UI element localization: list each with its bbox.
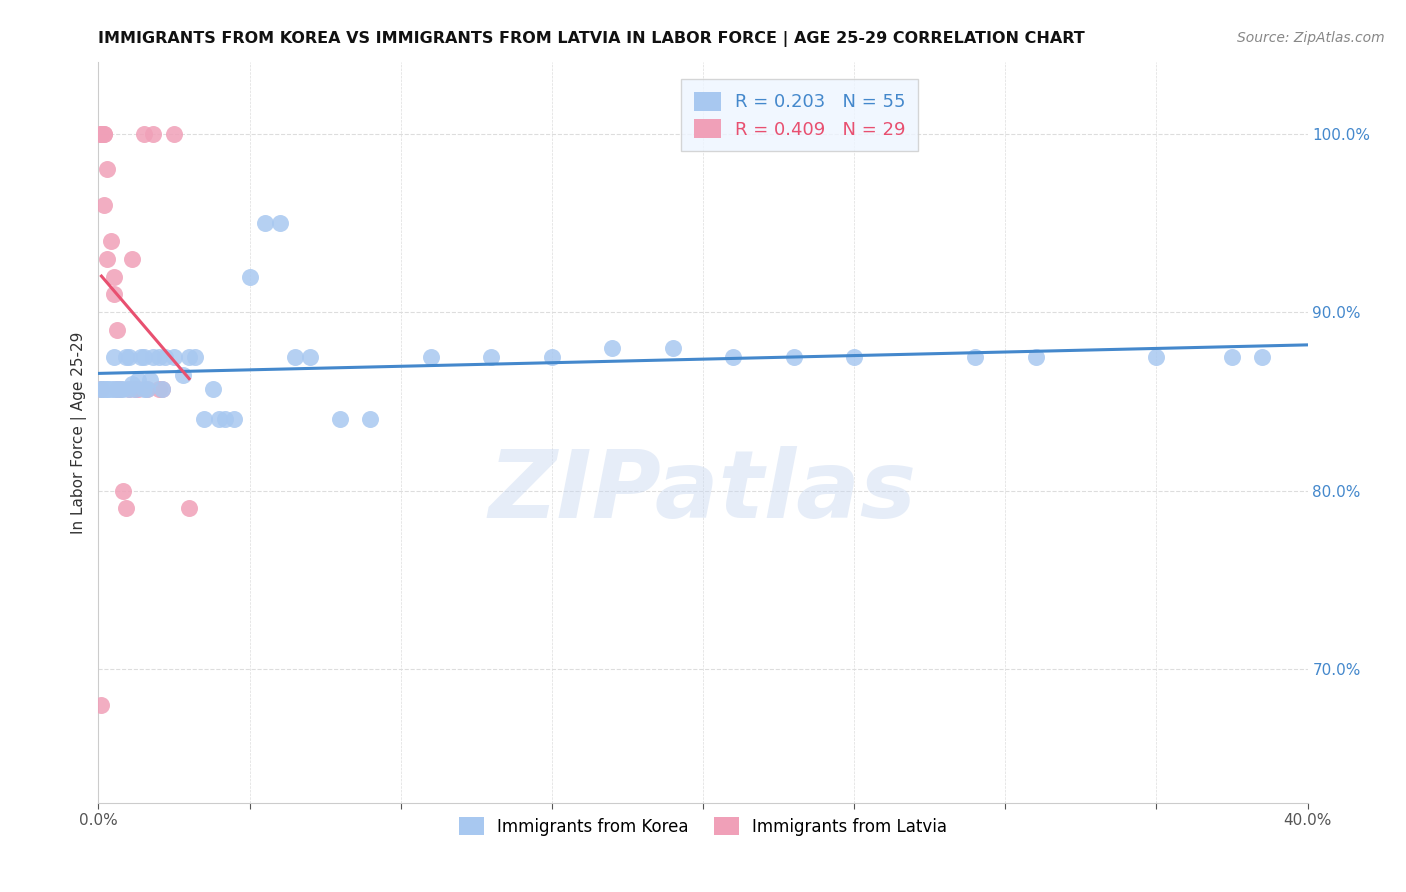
Point [284, 350, 307, 364]
Point [1024, 350, 1046, 364]
Point [163, 127, 186, 141]
Point [602, 341, 624, 355]
Point [153, 350, 176, 364]
Point [1251, 350, 1274, 364]
Point [142, 127, 165, 141]
Point [1144, 350, 1167, 364]
Legend: Immigrants from Korea, Immigrants from Latvia: Immigrants from Korea, Immigrants from L… [453, 811, 953, 843]
Point [103, 287, 125, 301]
Point [179, 350, 201, 364]
Point [103, 382, 125, 396]
Point [224, 412, 246, 426]
Point [148, 350, 170, 364]
Point [172, 368, 194, 382]
Point [723, 350, 745, 364]
Point [360, 412, 382, 426]
Text: ZIPatlas: ZIPatlas [489, 446, 917, 538]
Point [481, 350, 503, 364]
Point [108, 382, 131, 396]
Point [420, 350, 443, 364]
Point [783, 350, 806, 364]
Point [239, 269, 262, 284]
Point [150, 382, 173, 396]
Point [118, 350, 141, 364]
Point [108, 382, 131, 396]
Point [103, 350, 125, 364]
Point [114, 501, 136, 516]
Point [132, 350, 155, 364]
Point [179, 501, 201, 516]
Point [1220, 350, 1243, 364]
Point [96, 382, 118, 396]
Point [118, 382, 141, 396]
Point [96, 382, 118, 396]
Point [121, 252, 143, 266]
Point [105, 382, 128, 396]
Point [184, 350, 207, 364]
Point [132, 127, 155, 141]
Point [127, 373, 149, 387]
Y-axis label: In Labor Force | Age 25-29: In Labor Force | Age 25-29 [72, 332, 87, 533]
Point [96, 252, 118, 266]
Point [135, 382, 157, 396]
Point [105, 323, 128, 337]
Point [208, 412, 231, 426]
Point [127, 382, 149, 396]
Point [965, 350, 987, 364]
Point [214, 412, 236, 426]
Point [90, 127, 112, 141]
Point [118, 382, 141, 396]
Point [93, 382, 115, 396]
Point [111, 483, 134, 498]
Point [132, 382, 155, 396]
Point [193, 412, 215, 426]
Point [163, 350, 186, 364]
Point [129, 350, 152, 364]
Point [139, 373, 162, 387]
Point [540, 350, 562, 364]
Point [299, 350, 322, 364]
Point [90, 698, 112, 712]
Point [93, 198, 115, 212]
Point [90, 127, 112, 141]
Point [135, 382, 157, 396]
Point [661, 341, 683, 355]
Point [111, 382, 134, 396]
Point [150, 382, 173, 396]
Point [142, 350, 165, 364]
Point [90, 382, 112, 396]
Point [96, 162, 118, 177]
Point [93, 127, 115, 141]
Point [124, 382, 146, 396]
Point [100, 382, 122, 396]
Point [253, 216, 276, 230]
Point [114, 350, 136, 364]
Point [329, 412, 352, 426]
Point [269, 216, 291, 230]
Text: IMMIGRANTS FROM KOREA VS IMMIGRANTS FROM LATVIA IN LABOR FORCE | AGE 25-29 CORRE: IMMIGRANTS FROM KOREA VS IMMIGRANTS FROM… [98, 31, 1085, 47]
Point [121, 376, 143, 391]
Point [100, 234, 122, 248]
Point [90, 382, 112, 396]
Point [93, 127, 115, 141]
Point [202, 382, 225, 396]
Point [90, 382, 112, 396]
Point [148, 382, 170, 396]
Text: Source: ZipAtlas.com: Source: ZipAtlas.com [1237, 31, 1385, 45]
Point [90, 127, 112, 141]
Point [124, 382, 146, 396]
Point [844, 350, 866, 364]
Point [105, 382, 128, 396]
Point [103, 269, 125, 284]
